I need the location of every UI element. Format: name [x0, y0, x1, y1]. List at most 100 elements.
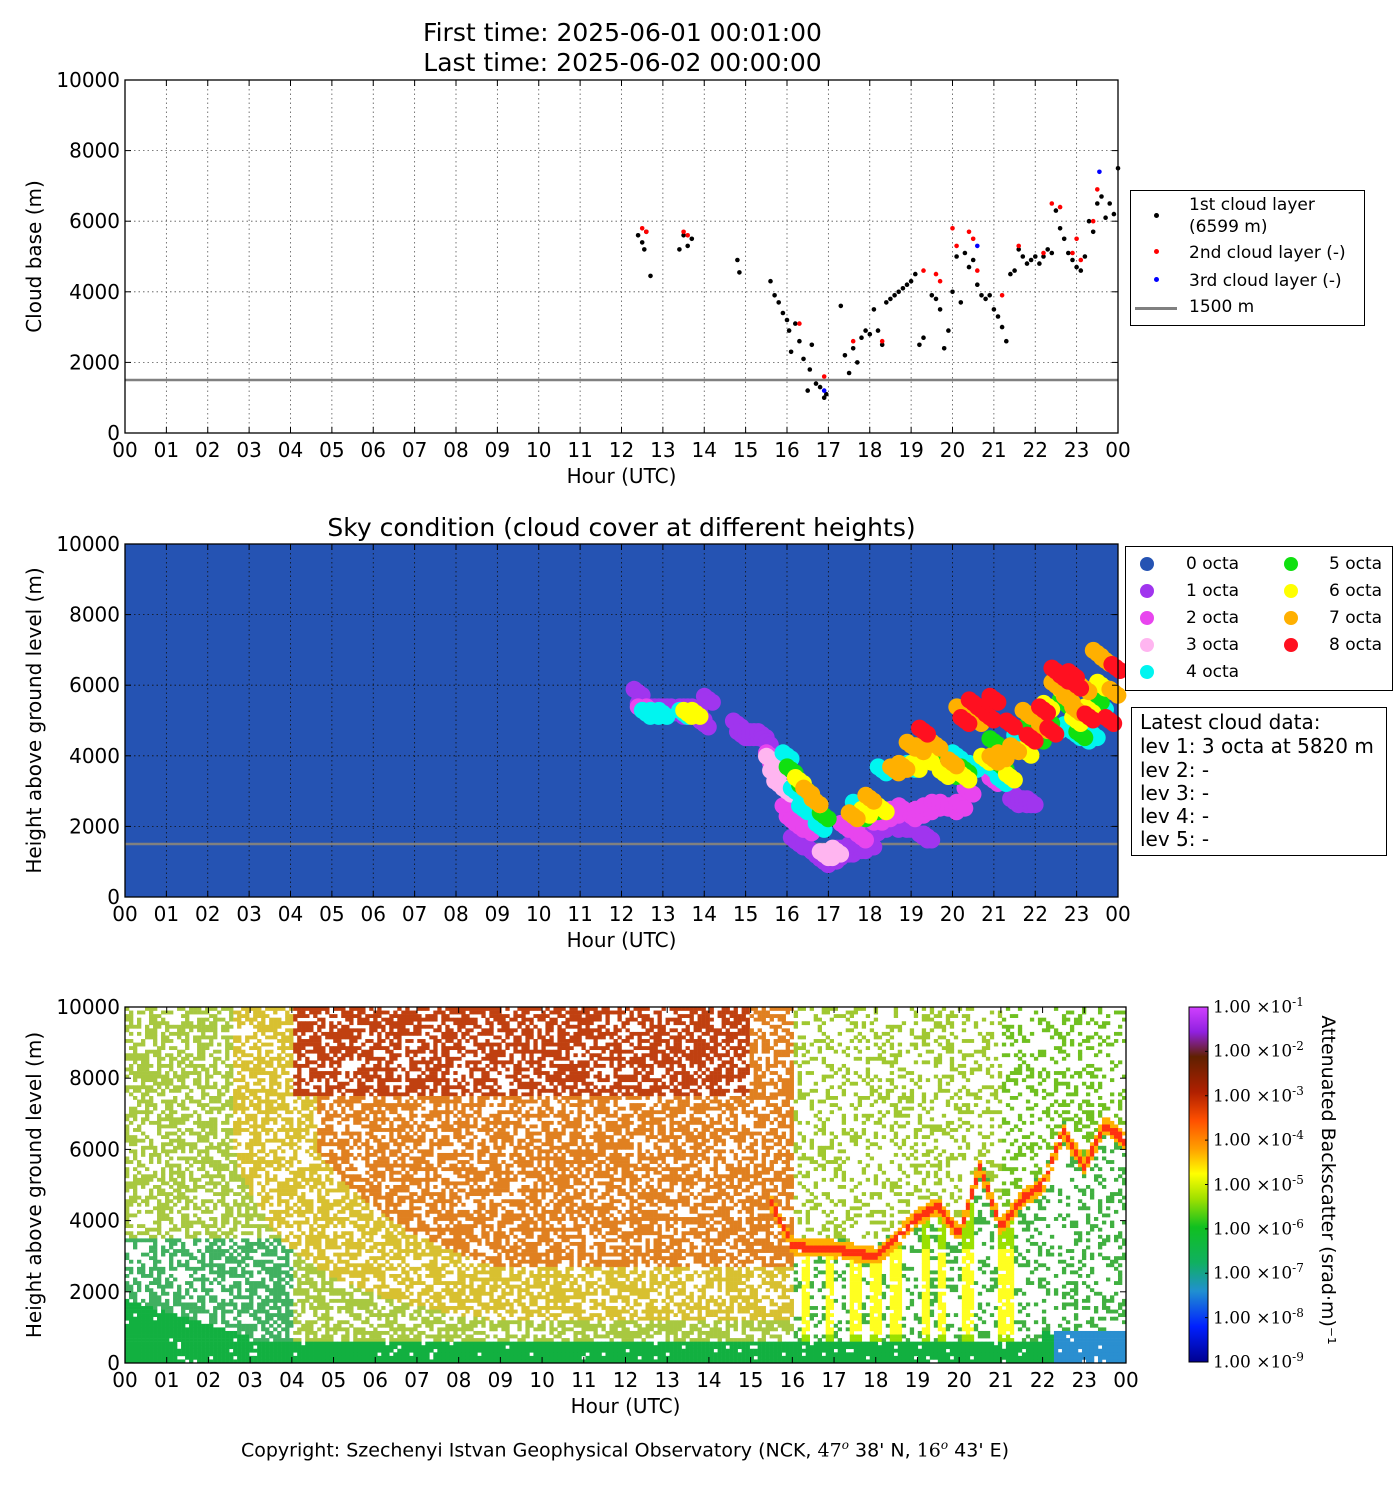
heatmap-cell: [301, 1352, 306, 1357]
heatmap-cell: [261, 1078, 266, 1083]
heatmap-cell: [197, 1035, 202, 1040]
heatmap-cell: [149, 1209, 154, 1214]
heatmap-cell: [193, 1067, 198, 1072]
heatmap-cell: [165, 1291, 170, 1296]
heatmap-cell: [145, 1103, 150, 1107]
heatmap-cell: [185, 1302, 190, 1307]
heatmap-cell: [173, 1138, 178, 1143]
heatmap-cell: [341, 1327, 346, 1332]
heatmap-cell: [141, 1341, 146, 1346]
data-point: [1045, 247, 1050, 252]
heatmap-cell: [181, 1142, 186, 1147]
heatmap-cell: [309, 1035, 314, 1040]
heatmap-cell: [301, 1220, 306, 1225]
heatmap-cell: [201, 1049, 206, 1054]
heatmap-cell: [137, 1110, 142, 1115]
x-tick-label: 17: [816, 902, 841, 926]
heatmap-cell: [149, 1071, 154, 1075]
heatmap-cell: [373, 1067, 378, 1072]
heatmap-cell: [205, 1323, 210, 1328]
heatmap-cell: [337, 1359, 342, 1363]
heatmap-cell: [261, 1309, 266, 1314]
heatmap-cell: [177, 1035, 182, 1040]
heatmap-cell: [381, 1348, 386, 1353]
heatmap-cell: [329, 1281, 334, 1285]
heatmap-cell: [181, 1252, 186, 1257]
heatmap-cell: [301, 1355, 306, 1360]
heatmap-cell: [317, 1288, 322, 1293]
heatmap-cell: [269, 1274, 274, 1278]
heatmap-cell: [125, 1224, 130, 1229]
heatmap-cell: [365, 1348, 370, 1353]
heatmap-cell: [369, 1128, 374, 1132]
heatmap-cell: [153, 1295, 158, 1300]
heatmap-cell: [233, 1270, 238, 1275]
heatmap-cell: [269, 1071, 274, 1075]
heatmap-cell: [373, 1174, 378, 1179]
heatmap-cell: [365, 1270, 370, 1275]
heatmap-cell: [273, 1355, 278, 1360]
heatmap-cell: [185, 1106, 190, 1111]
data-point: [954, 254, 959, 259]
heatmap-cell: [125, 1284, 130, 1289]
heatmap-cell: [149, 1295, 154, 1300]
heatmap-cell: [297, 1291, 302, 1296]
heatmap-cell: [193, 1185, 198, 1189]
heatmap-cell: [269, 1359, 274, 1363]
heatmap-cell: [173, 1302, 178, 1307]
heatmap-cell: [165, 1063, 170, 1068]
heatmap-cell: [169, 1199, 174, 1204]
heatmap-cell: [361, 1192, 366, 1196]
heatmap-cell: [197, 1078, 202, 1083]
heatmap-cell: [329, 1348, 334, 1353]
heatmap-cell: [385, 1046, 390, 1051]
heatmap-cell: [233, 1167, 238, 1172]
heatmap-cell: [197, 1298, 202, 1303]
heatmap-cell: [341, 1152, 346, 1157]
heatmap-cell: [237, 1039, 242, 1043]
heatmap-cell: [357, 1056, 362, 1061]
heatmap-cell: [305, 1092, 310, 1097]
heatmap-cell: [149, 1049, 154, 1054]
heatmap-cell: [277, 1181, 282, 1186]
heatmap-cell: [305, 1024, 310, 1029]
heatmap-cell: [245, 1217, 250, 1221]
heatmap-cell: [365, 1249, 370, 1253]
heatmap-cell: [133, 1188, 138, 1193]
heatmap-cell: [145, 1092, 150, 1097]
data-point: [975, 268, 980, 273]
heatmap-cell: [237, 1063, 242, 1068]
heatmap-cell: [161, 1170, 166, 1175]
heatmap-cell: [333, 1352, 338, 1357]
heatmap-cell: [185, 1024, 190, 1029]
data-point: [1041, 250, 1046, 256]
data-point: [639, 240, 645, 245]
heatmap-cell: [321, 1348, 326, 1353]
heatmap-cell: [161, 1345, 166, 1350]
heatmap-cell: [385, 1348, 390, 1353]
heatmap-cell: [225, 1007, 230, 1011]
heatmap-cell: [373, 1103, 378, 1107]
heatmap-cell: [253, 1288, 258, 1293]
heatmap-cell: [385, 1060, 390, 1065]
heatmap-cell: [221, 1320, 226, 1325]
heatmap-cell: [181, 1295, 186, 1300]
heatmap-cell: [229, 1284, 234, 1289]
heatmap-cell: [149, 1238, 154, 1243]
heatmap-cell: [373, 1270, 378, 1275]
heatmap-cell: [205, 1249, 210, 1253]
heatmap-cell: [149, 1188, 154, 1193]
heatmap-cell: [273, 1174, 278, 1179]
heatmap-cell: [129, 1039, 134, 1043]
heatmap-cell: [197, 1007, 202, 1011]
heatmap-cell: [373, 1202, 378, 1207]
heatmap-cell: [217, 1270, 222, 1275]
heatmap-cell: [321, 1295, 326, 1300]
heatmap-cell: [285, 1313, 290, 1318]
data-point: [1033, 254, 1038, 259]
heatmap-cell: [205, 1174, 210, 1179]
heatmap-cell: [173, 1145, 178, 1150]
heatmap-cell: [297, 1341, 302, 1346]
heatmap-cell: [161, 1099, 166, 1104]
heatmap-cell: [265, 1103, 270, 1107]
